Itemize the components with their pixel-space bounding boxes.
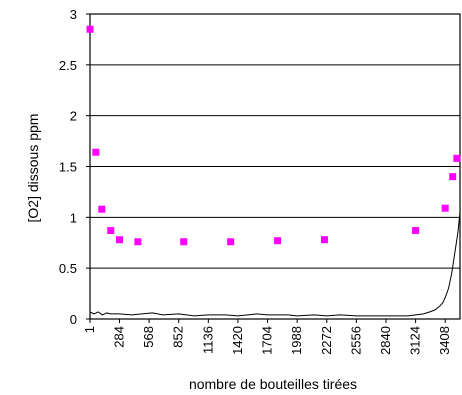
x-tick-label: 2272 bbox=[319, 326, 334, 355]
y-axis-ticks: 0 0.5 1 1.5 2 2.5 3 bbox=[59, 7, 90, 327]
data-point bbox=[320, 236, 328, 244]
data-point bbox=[449, 173, 457, 181]
y-tick-label: 1 bbox=[70, 210, 77, 225]
x-tick-label: 2556 bbox=[348, 326, 363, 355]
x-tick-label: 1988 bbox=[289, 326, 304, 355]
baseline-trace bbox=[89, 212, 461, 317]
y-tick-label: 0 bbox=[70, 312, 77, 327]
data-point bbox=[274, 237, 282, 245]
data-point bbox=[107, 227, 115, 235]
y-tick-label: 3 bbox=[70, 7, 77, 22]
series-line bbox=[89, 212, 461, 317]
x-tick-label: 284 bbox=[112, 326, 127, 348]
data-point bbox=[116, 236, 124, 244]
gridlines bbox=[90, 64, 460, 269]
y-tick-label: 2 bbox=[70, 109, 77, 124]
x-axis-label: nombre de bouteilles tirées bbox=[189, 376, 357, 392]
y-tick-label: 1.5 bbox=[59, 160, 77, 175]
data-point bbox=[412, 227, 420, 235]
x-tick-label: 2840 bbox=[378, 326, 393, 355]
data-point bbox=[180, 238, 188, 246]
y-tick-label: 0.5 bbox=[59, 261, 77, 276]
data-point bbox=[227, 238, 235, 246]
data-point bbox=[98, 205, 106, 213]
data-point bbox=[134, 238, 142, 246]
x-tick-label: 1704 bbox=[260, 326, 275, 355]
x-tick-label: 3124 bbox=[408, 326, 423, 355]
data-point bbox=[92, 148, 100, 156]
y-tick-label: 2.5 bbox=[59, 58, 77, 73]
x-tick-label: 1420 bbox=[230, 326, 245, 355]
y-axis-label: [O2] dissous ppm bbox=[25, 114, 41, 223]
data-point bbox=[441, 204, 449, 212]
x-tick-label: 568 bbox=[141, 326, 156, 348]
x-tick-label: 852 bbox=[171, 326, 186, 348]
x-tick-label: 1 bbox=[82, 326, 97, 333]
data-markers bbox=[86, 25, 461, 246]
data-point bbox=[453, 154, 461, 162]
x-tick-label: 1136 bbox=[200, 326, 215, 354]
x-axis-ticks: 1 284 568 852 1136 1420 1704 1988 2272 2556 2840 31… bbox=[82, 319, 452, 355]
data-point bbox=[86, 25, 94, 33]
x-tick-label: 3408 bbox=[437, 326, 452, 355]
